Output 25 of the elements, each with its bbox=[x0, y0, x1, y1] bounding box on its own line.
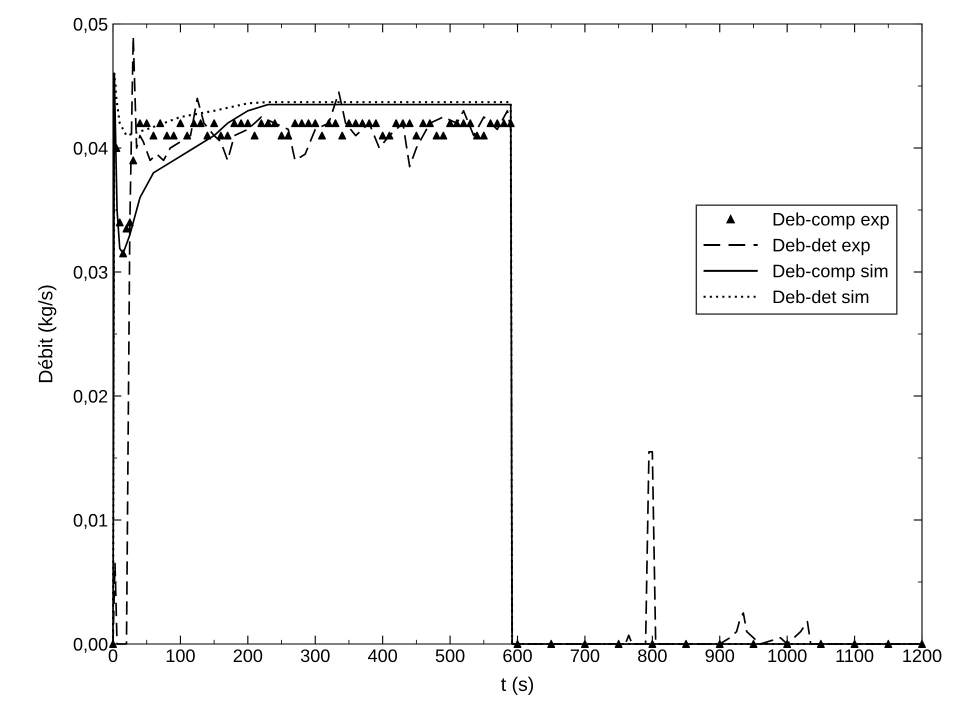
x-tick-label: 500 bbox=[436, 649, 464, 662]
x-tick-label: 700 bbox=[570, 649, 600, 662]
legend-label: Deb-comp sim bbox=[774, 264, 888, 281]
y-tick-label: 0,01 bbox=[74, 514, 108, 529]
y-tick-label: 0,00 bbox=[74, 638, 108, 653]
y-tick-label: 0,04 bbox=[74, 142, 108, 157]
x-tick-label: 100 bbox=[166, 649, 195, 662]
x-tick-label: 1000 bbox=[768, 649, 807, 662]
y-tick-label: 0,02 bbox=[74, 390, 108, 405]
x-tick-label: 200 bbox=[234, 649, 262, 662]
legend-label: Deb-det exp bbox=[774, 238, 870, 256]
x-tick-label: 600 bbox=[503, 649, 532, 662]
y-tick-label: 0,03 bbox=[74, 266, 108, 281]
x-tick-label: 1200 bbox=[903, 649, 942, 662]
x-tick-label: 300 bbox=[300, 649, 330, 662]
y-tick-label: 0,05 bbox=[74, 18, 108, 33]
x-tick-label: 800 bbox=[638, 649, 667, 662]
x-tick-label: 900 bbox=[706, 649, 734, 662]
x-tick-label: 400 bbox=[368, 649, 398, 662]
y-axis-title: Débit (kg/s) bbox=[38, 286, 56, 382]
x-axis-title: t (s) bbox=[501, 676, 534, 695]
x-tick-label: 1100 bbox=[836, 649, 874, 662]
x-tick-label: 0 bbox=[108, 649, 118, 662]
legend-label: Deb-det sim bbox=[774, 290, 868, 304]
legend-label: Deb-comp exp bbox=[774, 212, 889, 230]
